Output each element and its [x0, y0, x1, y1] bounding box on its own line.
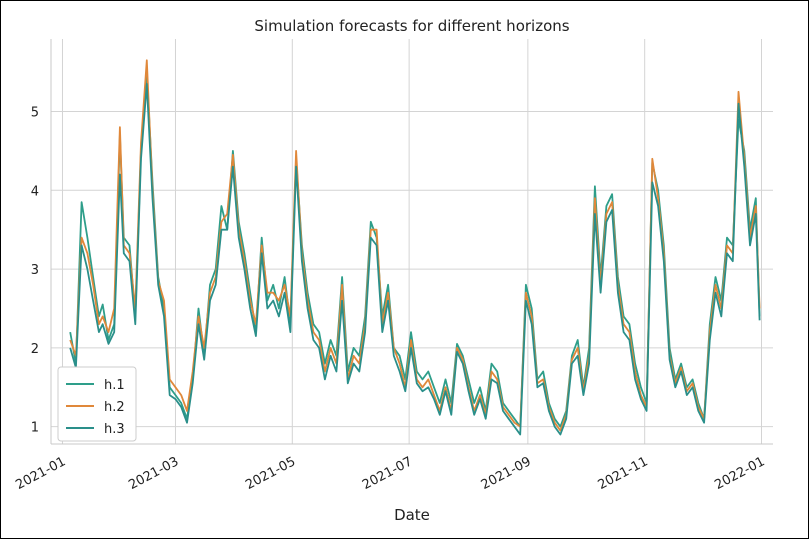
series-line-h-1 — [69, 71, 761, 428]
x-tick-label: 2021-09 — [479, 454, 534, 493]
series-line-h-2 — [69, 59, 761, 432]
x-tick-label: 2021-01 — [13, 454, 68, 493]
legend-box — [57, 366, 137, 442]
chart-title: Simulation forecasts for different horiz… — [254, 17, 569, 35]
y-tick-labels: 1 2 3 4 5 — [31, 105, 39, 435]
series-lines — [69, 59, 761, 436]
x-axis-label: Date — [394, 506, 430, 524]
series-line-h-3 — [69, 83, 761, 436]
x-tick-label: 2021-05 — [243, 454, 298, 493]
x-tick-labels: 2021-01 2021-03 2021-05 2021-07 2021-09 2021-… — [13, 454, 767, 493]
x-tick-label: 2021-03 — [126, 454, 181, 493]
legend-label-h-1: h.1 — [104, 378, 125, 393]
y-tick-label: 3 — [31, 263, 39, 278]
y-tick-label: 2 — [31, 342, 39, 357]
x-tick-label: 2021-07 — [360, 454, 415, 493]
y-tick-label: 4 — [31, 184, 39, 199]
y-tick-label: 5 — [31, 105, 39, 120]
y-tick-label: 1 — [31, 421, 39, 436]
legend-label-h-3: h.3 — [104, 422, 125, 437]
x-grid — [61, 39, 763, 444]
x-tick-label: 2021-11 — [596, 454, 651, 493]
x-tick-label: 2022-01 — [712, 454, 767, 493]
legend: h.1 h.2 h.3 — [57, 366, 137, 442]
legend-label-h-2: h.2 — [104, 400, 125, 415]
